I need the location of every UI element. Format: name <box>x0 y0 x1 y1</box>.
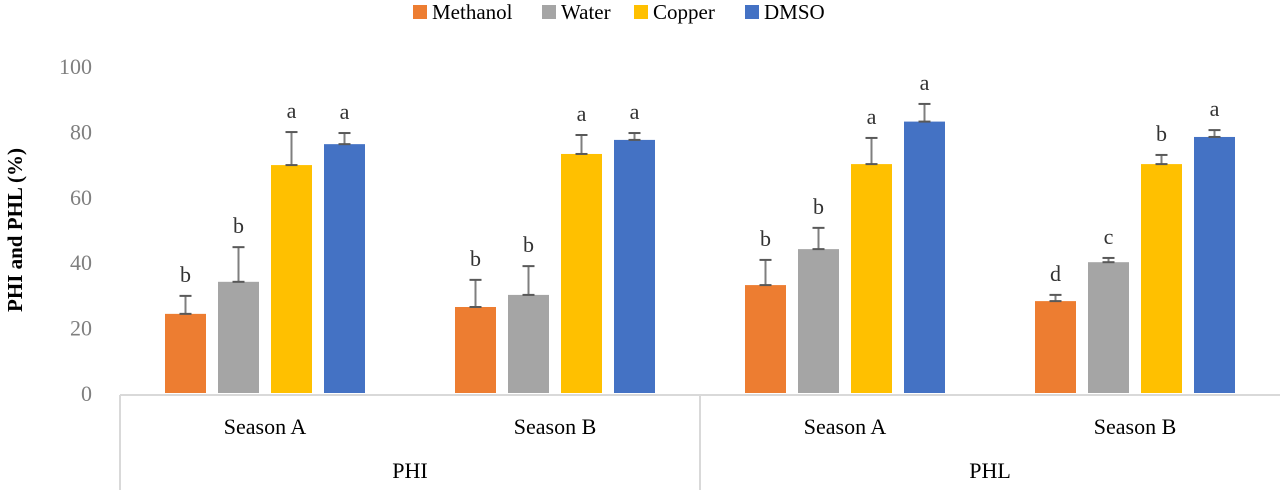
bar-copper <box>1141 164 1182 393</box>
x-axis: Season A Season B Season A Season B PHI PHL <box>119 394 1280 490</box>
bars: b b a a b b a a b b a a d c b a <box>165 70 1235 394</box>
y-tick-label: 0 <box>81 381 92 406</box>
bar-dmso <box>1194 136 1235 394</box>
x-tick-label: Season B <box>1094 414 1177 439</box>
significance-letter: a <box>1210 96 1220 121</box>
y-tick-label: 40 <box>70 250 92 275</box>
legend-swatch-dmso <box>745 5 759 19</box>
significance-letter: b <box>760 226 771 251</box>
bar-methanol <box>1035 301 1076 393</box>
y-tick-label: 20 <box>70 316 92 341</box>
significance-letter: b <box>233 213 244 238</box>
x-tick-label: Season A <box>804 414 887 439</box>
bar-copper <box>271 165 312 393</box>
bar-water <box>218 281 259 393</box>
significance-letter: a <box>920 70 930 95</box>
bar-methanol <box>455 306 496 393</box>
bar-dmso <box>614 139 655 393</box>
bar-copper <box>851 164 892 393</box>
legend-label: Water <box>561 0 611 24</box>
significance-letter: a <box>287 98 297 123</box>
bar-methanol <box>165 313 206 393</box>
legend-swatch-methanol <box>413 5 427 19</box>
legend-label: DMSO <box>764 0 825 24</box>
x-tick-label: Season B <box>514 414 597 439</box>
y-axis-title: PHI and PHL (%) <box>3 148 27 312</box>
significance-letter: b <box>523 232 534 257</box>
group-label: PHL <box>969 458 1011 483</box>
significance-letter: d <box>1050 261 1061 286</box>
significance-letter: b <box>813 194 824 219</box>
significance-letter: a <box>630 99 640 124</box>
significance-letter: a <box>867 104 877 129</box>
legend-swatch-water <box>542 5 556 19</box>
bar-water <box>798 249 839 393</box>
y-tick-label: 80 <box>70 119 92 144</box>
significance-letter: b <box>180 262 191 287</box>
legend: Methanol Water Copper DMSO <box>413 0 825 24</box>
significance-letter: a <box>577 101 587 126</box>
y-tick-label: 60 <box>70 185 92 210</box>
significance-letter: b <box>1156 121 1167 146</box>
bar-water <box>1088 262 1129 393</box>
significance-letter: a <box>340 99 350 124</box>
significance-letter: c <box>1104 224 1114 249</box>
y-tick-label: 100 <box>59 54 92 79</box>
legend-label: Methanol <box>432 0 513 24</box>
legend-swatch-copper <box>634 5 648 19</box>
group-label: PHI <box>392 458 427 483</box>
y-axis-ticks: 0 20 40 60 80 100 <box>59 54 92 406</box>
legend-label: Copper <box>653 0 715 24</box>
bar-dmso <box>904 121 945 393</box>
x-tick-label: Season A <box>224 414 307 439</box>
bar-methanol <box>745 285 786 393</box>
bar-dmso <box>324 144 365 393</box>
bar-water <box>508 294 549 393</box>
bar-copper <box>561 153 602 393</box>
significance-letter: b <box>470 246 481 271</box>
